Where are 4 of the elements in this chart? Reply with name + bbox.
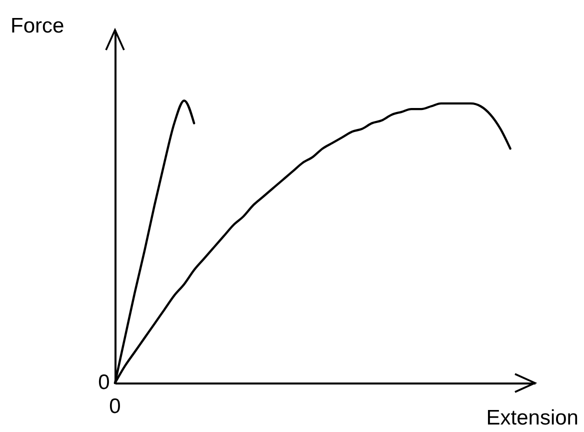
- y-axis-title: Force: [10, 14, 64, 38]
- text: 0: [109, 395, 121, 418]
- text: 0: [98, 371, 110, 394]
- x-axis-title: Extension: [486, 406, 578, 430]
